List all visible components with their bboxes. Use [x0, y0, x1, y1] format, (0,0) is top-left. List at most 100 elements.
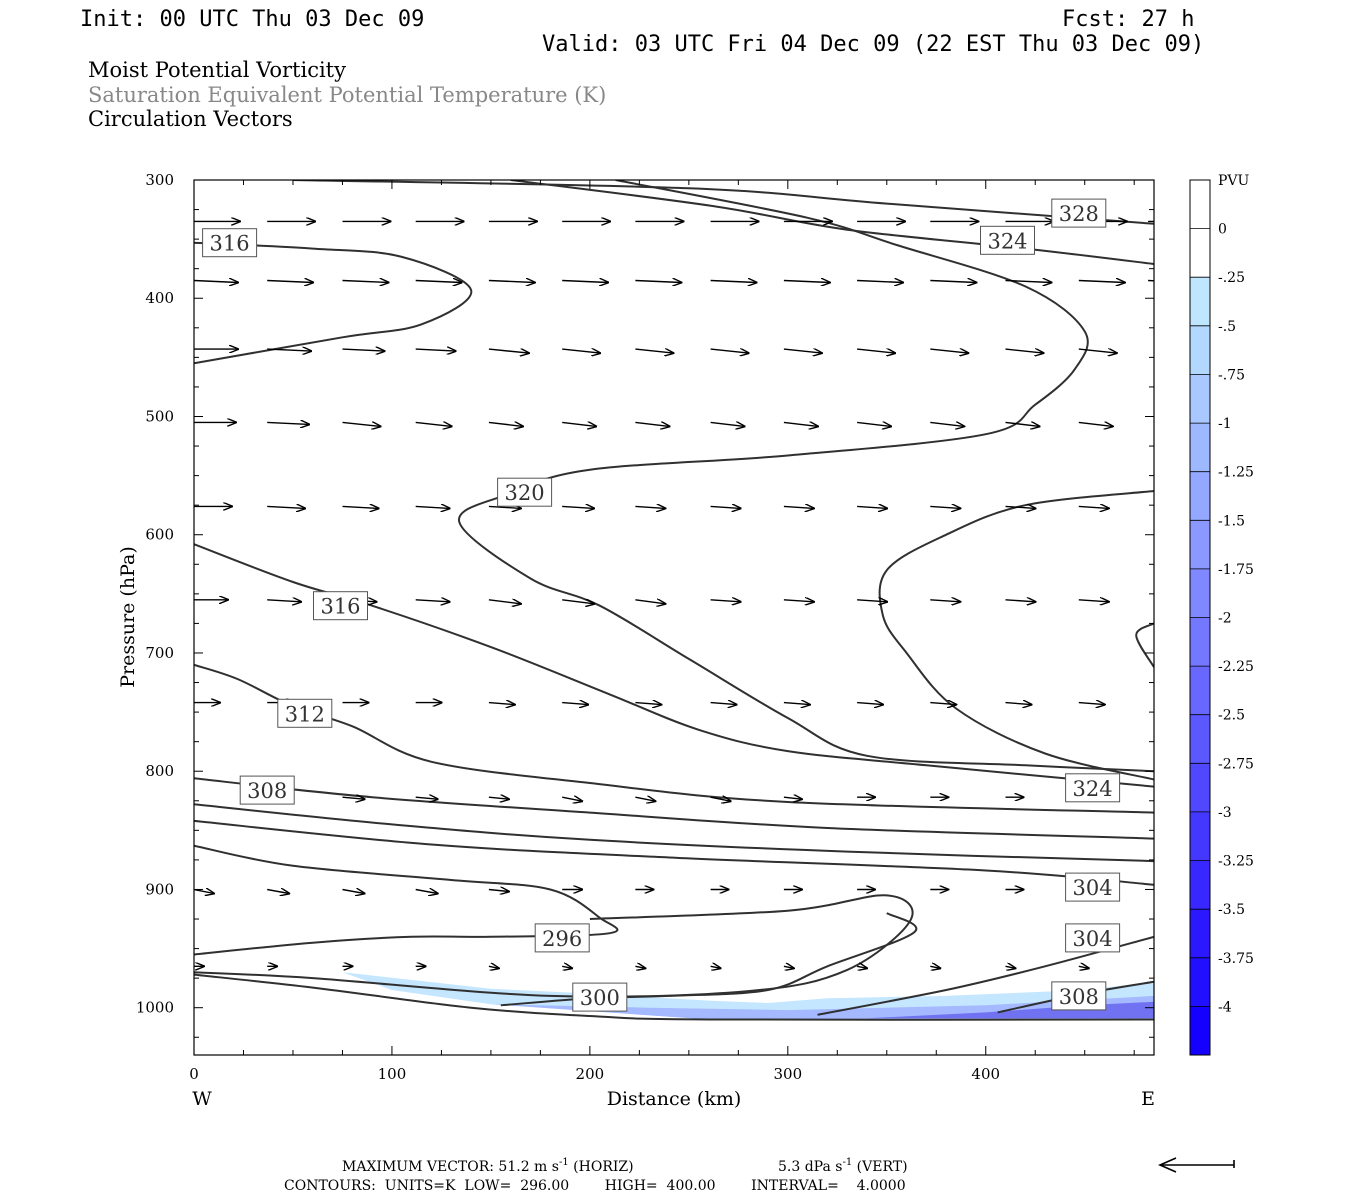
- circulation-vector: [1005, 422, 1040, 426]
- colorbar-label: -3: [1218, 805, 1232, 821]
- contour-label: 300: [572, 982, 628, 1012]
- theta-contour-line: [194, 803, 1154, 863]
- theta-contours: [194, 180, 1154, 1021]
- y-axis-label: Pressure (hPa): [117, 546, 139, 688]
- circulation-vector: [930, 966, 940, 968]
- contour-label-text: 308: [1059, 985, 1099, 1009]
- circulation-vector: [342, 422, 381, 426]
- circulation-vector: [1078, 703, 1105, 705]
- circulation-vector: [415, 600, 450, 602]
- circulation-vector: [635, 281, 681, 283]
- contour-label-text: 316: [320, 595, 360, 619]
- contour-label-box: [239, 775, 295, 805]
- circulation-vector: [488, 797, 509, 799]
- x-tick-label: 200: [576, 1065, 605, 1083]
- circulation-vector: [488, 349, 529, 353]
- circulation-vector: [1078, 600, 1109, 602]
- contour-labels: 316 328 324 320 316 312 308 324 304 296 304 300 308: [202, 198, 1121, 1012]
- contour-label: 316: [202, 228, 258, 258]
- circulation-vector: [342, 506, 379, 508]
- contour-label-box: [572, 982, 628, 1012]
- circulation-vector: [194, 281, 238, 283]
- contour-label-box: [1051, 198, 1107, 228]
- west-label: W: [192, 1088, 212, 1110]
- circulation-vector: [562, 600, 594, 604]
- max-vector-horiz-tag: (HORIZ): [569, 1159, 634, 1175]
- colorbar-swatch: [1190, 277, 1210, 327]
- circulation-vector: [710, 703, 737, 705]
- contour-label-text: 308: [247, 779, 287, 803]
- contour-label-box: [1065, 872, 1121, 902]
- contour-label-text: 296: [542, 927, 582, 951]
- circulation-vector: [415, 797, 438, 799]
- x-axis-label: Distance (km): [607, 1088, 742, 1110]
- circulation-vector: [562, 703, 588, 705]
- circulation-vector: [562, 349, 600, 353]
- contour-label-text: 324: [1073, 777, 1113, 801]
- contour-label-text: 328: [1059, 202, 1099, 226]
- circulation-vector: [562, 506, 594, 508]
- circulation-vector: [856, 966, 867, 968]
- circulation-vector: [194, 890, 214, 894]
- contour-label: 316: [313, 591, 368, 621]
- colorbar-swatch: [1190, 763, 1210, 813]
- contour-label-text: 304: [1073, 876, 1113, 900]
- colorbar-label: 0: [1218, 222, 1227, 238]
- colorbar-label: -2: [1218, 611, 1232, 627]
- colorbar-label: -1.5: [1218, 513, 1245, 529]
- theta-contour-line: [292, 180, 1154, 225]
- contour-label-text: 320: [505, 481, 545, 505]
- colorbar-label: -3.25: [1218, 854, 1254, 870]
- circulation-vector: [635, 797, 655, 801]
- y-tick-label: 300: [145, 171, 174, 189]
- circulation-vector: [1005, 600, 1036, 602]
- circulation-vector: [1078, 966, 1089, 968]
- circulation-vector: [488, 703, 515, 705]
- circulation-vector: [342, 349, 385, 351]
- circulation-vector: [342, 281, 389, 283]
- circulation-vector: [930, 703, 956, 705]
- circulation-vector: [783, 703, 810, 705]
- circulation-vector: [488, 890, 509, 892]
- contour-label-box: [980, 225, 1035, 255]
- circulation-vector: [415, 281, 462, 283]
- colorbar-swatch: [1190, 471, 1210, 521]
- theta-contour-line: [510, 180, 1154, 265]
- circulation-vector: [488, 600, 521, 604]
- circulation-vector: [267, 281, 313, 283]
- circulation-vector: [1148, 279, 1154, 282]
- circulation-vector: [488, 506, 521, 508]
- max-vector-horiz-value: MAXIMUM VECTOR: 51.2 m s: [342, 1159, 559, 1175]
- forecast-hour: Fcst: 27 h: [1062, 7, 1194, 32]
- axis-ticks: 300 400 500 600 700 800 900 1000 0 100 200 300 400: [136, 171, 1154, 1083]
- circulation-vector: [783, 349, 822, 353]
- circulation-vector: [267, 422, 309, 424]
- colorbar-label: -3.5: [1218, 902, 1245, 918]
- circulation-vector: [783, 506, 814, 508]
- colorbar-label: -2.25: [1218, 659, 1254, 675]
- circulation-vector: [710, 422, 745, 426]
- max-vector-horiz-exp: -1: [559, 1157, 569, 1168]
- circulation-vector: [1005, 506, 1036, 508]
- circulation-vector: [1078, 281, 1125, 283]
- theta-contour-line: [194, 844, 619, 956]
- circulation-vector: [488, 966, 499, 968]
- circulation-vector: [635, 703, 661, 705]
- circulation-vector: [710, 797, 731, 801]
- y-tick-label: 700: [145, 644, 174, 662]
- circulation-vector: [857, 703, 883, 705]
- contour-label: 308: [239, 775, 295, 805]
- circulation-vector: [635, 600, 665, 604]
- circulation-vector: [930, 600, 960, 602]
- pv-colorbar: 0 -.25 -.5 -.75 -1 -1.25 -1.5 -1.75 -2 -2.25 -2.5 -…: [1189, 179, 1254, 1056]
- circulation-vector: [635, 422, 669, 426]
- x-tick-label: 400: [971, 1065, 1000, 1083]
- x-tick-label: 300: [773, 1065, 802, 1083]
- colorbar-units: PVU: [1218, 173, 1250, 189]
- y-tick-label: 1000: [136, 999, 174, 1017]
- theta-contour-line: [194, 819, 1154, 886]
- circulation-vector: [930, 349, 968, 353]
- x-tick-label: 100: [378, 1065, 407, 1083]
- colorbar-swatch: [1190, 617, 1210, 667]
- colorbar-swatch: [1190, 860, 1210, 910]
